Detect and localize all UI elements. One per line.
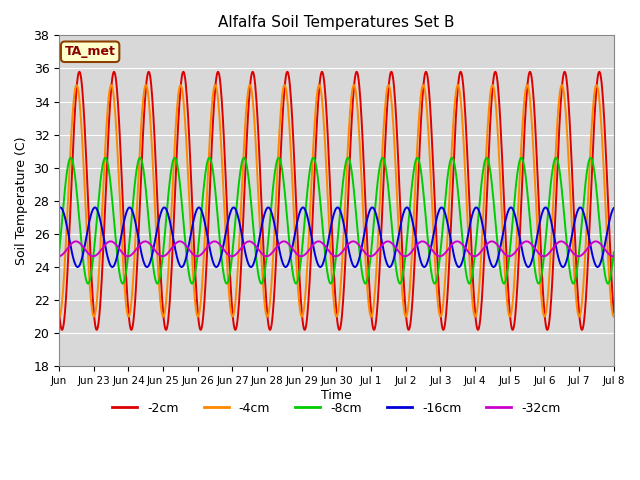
Legend: -2cm, -4cm, -8cm, -16cm, -32cm: -2cm, -4cm, -8cm, -16cm, -32cm (108, 396, 566, 420)
Text: TA_met: TA_met (65, 45, 116, 58)
Y-axis label: Soil Temperature (C): Soil Temperature (C) (15, 137, 28, 265)
Title: Alfalfa Soil Temperatures Set B: Alfalfa Soil Temperatures Set B (218, 15, 454, 30)
X-axis label: Time: Time (321, 389, 352, 402)
